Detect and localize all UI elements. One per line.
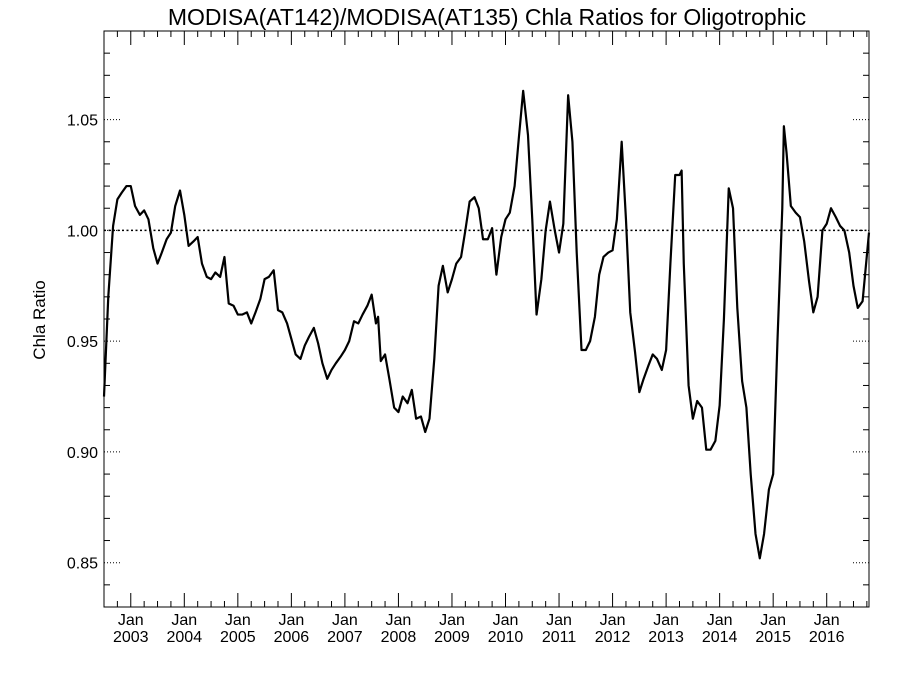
x-tick-month-label: Jan <box>118 612 144 629</box>
x-tick-year-label: 2011 <box>542 629 577 646</box>
x-tick-year-label: 2014 <box>702 629 738 646</box>
y-tick-label: 1.00 <box>67 223 98 240</box>
x-tick-year-label: 2007 <box>327 629 363 646</box>
chla-ratio-series-line <box>102 89 871 560</box>
x-tick-month-label: Jan <box>225 612 251 629</box>
x-tick-month-label: Jan <box>760 612 786 629</box>
x-tick-year-label: 2015 <box>755 629 791 646</box>
y-tick-label: 0.95 <box>67 334 98 351</box>
x-tick-month-label: Jan <box>814 612 840 629</box>
x-tick-year-label: 2005 <box>220 629 256 646</box>
y-axis-label: Chla Ratio <box>30 280 49 359</box>
y-tick-label: 1.05 <box>67 113 98 130</box>
y-tick-label: 0.85 <box>67 556 98 573</box>
x-tick-month-label: Jan <box>707 612 733 629</box>
x-tick-year-label: 2008 <box>381 629 417 646</box>
x-tick-year-label: 2004 <box>167 629 203 646</box>
x-tick-year-label: 2006 <box>274 629 310 646</box>
y-axis-ticks: 0.85 0.90 0.95 1.00 1.05 <box>67 52 869 586</box>
x-tick-month-label: Jan <box>546 612 572 629</box>
chart-title: MODISA(AT142)/MODISA(AT135) Chla Ratios … <box>168 4 806 30</box>
x-tick-month-label: Jan <box>439 612 465 629</box>
x-tick-year-label: 2012 <box>595 629 631 646</box>
x-tick-month-label: Jan <box>171 612 197 629</box>
x-tick-month-label: Jan <box>600 612 626 629</box>
x-tick-year-label: 2003 <box>113 629 149 646</box>
x-tick-year-label: 2010 <box>488 629 524 646</box>
x-tick-year-label: 2016 <box>809 629 845 646</box>
x-tick-month-label: Jan <box>278 612 304 629</box>
x-tick-month-label: Jan <box>332 612 358 629</box>
x-tick-month-label: Jan <box>653 612 679 629</box>
x-tick-year-label: 2009 <box>434 629 470 646</box>
x-axis-ticks: Jan2003Jan2004Jan2005Jan2006Jan2007Jan20… <box>103 31 868 646</box>
y-tick-label: 0.90 <box>67 445 98 462</box>
x-tick-month-label: Jan <box>493 612 519 629</box>
x-tick-year-label: 2013 <box>648 629 684 646</box>
x-tick-month-label: Jan <box>386 612 412 629</box>
